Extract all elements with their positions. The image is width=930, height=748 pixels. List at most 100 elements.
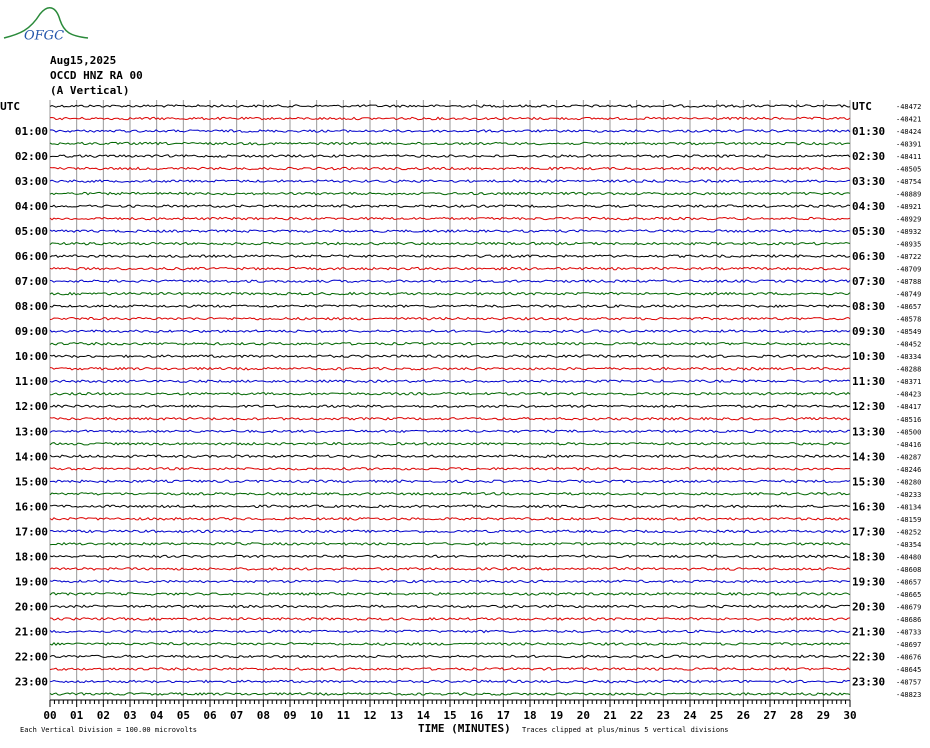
trace-offset: -48608 — [896, 566, 921, 574]
left-time-label: 23:00 — [15, 675, 48, 688]
trace-offset: -48411 — [896, 153, 921, 161]
trace — [49, 329, 851, 334]
trace-offset: -48645 — [896, 666, 921, 674]
x-tick-label: 29 — [817, 709, 830, 722]
right-time-label: 13:30 — [852, 425, 885, 438]
x-tick-label: 14 — [417, 709, 431, 722]
left-time-label: 20:00 — [15, 600, 48, 613]
trace — [49, 441, 851, 446]
left-time-label: 15:00 — [15, 475, 48, 488]
x-tick-label: 20 — [577, 709, 590, 722]
date: Aug15,2025 — [50, 54, 116, 67]
right-time-label: 14:30 — [852, 450, 885, 463]
x-tick-label: 28 — [790, 709, 803, 722]
trace-offset: -48549 — [896, 328, 921, 336]
trace-offset: -48500 — [896, 428, 921, 436]
trace-offset: -48288 — [896, 366, 921, 374]
trace-offset: -48472 — [896, 103, 921, 111]
left-time-label: 05:00 — [15, 225, 48, 238]
left-time-label: 04:00 — [15, 200, 48, 213]
x-tick-label: 27 — [763, 709, 776, 722]
trace — [49, 341, 851, 346]
left-time-label: 09:00 — [15, 325, 48, 338]
left-time-label: UTC — [0, 100, 20, 113]
left-time-label: 06:00 — [15, 250, 48, 263]
trace — [49, 466, 851, 471]
trace — [49, 541, 851, 546]
x-tick-label: 21 — [603, 709, 617, 722]
right-time-label: 21:30 — [852, 625, 885, 638]
trace-offset: -48665 — [896, 591, 921, 599]
x-tick-label: 25 — [710, 709, 723, 722]
right-time-label: 23:30 — [852, 675, 885, 688]
trace-offset: -48246 — [896, 466, 921, 474]
trace — [49, 141, 851, 146]
trace-offset: -48417 — [896, 403, 921, 411]
x-tick-label: 15 — [443, 709, 456, 722]
trace — [49, 229, 851, 233]
trace — [49, 316, 851, 321]
trace — [49, 529, 851, 534]
trace — [49, 667, 851, 671]
left-time-label: 02:00 — [15, 150, 48, 163]
trace-offset: -48423 — [896, 391, 921, 399]
x-tick-label: 07 — [230, 709, 243, 722]
trace-offset: -48421 — [896, 116, 921, 124]
left-time-label: 03:00 — [15, 175, 48, 188]
left-time-label: 22:00 — [15, 650, 48, 663]
trace — [49, 479, 851, 484]
left-time-label: 19:00 — [15, 575, 48, 588]
x-tick-label: 06 — [203, 709, 217, 722]
trace — [49, 692, 851, 696]
x-tick-label: 26 — [737, 709, 751, 722]
x-tick-label: 11 — [337, 709, 351, 722]
right-time-label: 04:30 — [852, 200, 885, 213]
trace-offset: -48371 — [896, 378, 921, 386]
right-time-label: UTC — [852, 100, 872, 113]
x-tick-label: 30 — [843, 709, 856, 722]
right-time-label: 07:30 — [852, 275, 885, 288]
right-time-label: 22:30 — [852, 650, 885, 663]
right-time-label: 05:30 — [852, 225, 885, 238]
trace-offset: -48134 — [896, 503, 921, 511]
trace — [49, 191, 851, 196]
station: OCCD HNZ RA 00 — [50, 69, 143, 82]
x-tick-label: 10 — [310, 709, 323, 722]
trace-offset: -48416 — [896, 441, 921, 449]
x-tick-label: 03 — [123, 709, 136, 722]
trace — [49, 567, 851, 571]
left-time-label: 16:00 — [15, 500, 48, 513]
trace-offset: -48722 — [896, 253, 921, 261]
trace — [49, 279, 851, 283]
trace-offset: -48516 — [896, 416, 921, 424]
left-time-label: 11:00 — [15, 375, 48, 388]
trace — [49, 354, 851, 359]
trace — [49, 254, 851, 259]
trace — [49, 291, 851, 296]
trace — [49, 592, 851, 596]
right-time-label: 19:30 — [852, 575, 885, 588]
trace — [49, 454, 851, 459]
trace — [49, 241, 851, 246]
left-time-label: 12:00 — [15, 400, 48, 413]
trace-offset: -48676 — [896, 653, 921, 661]
trace-offset: -48749 — [896, 291, 921, 299]
x-tick-label: 13 — [390, 709, 403, 722]
x-tick-label: 12 — [363, 709, 376, 722]
trace — [49, 516, 851, 521]
x-tick-label: 00 — [43, 709, 56, 722]
trace-offset: -48505 — [896, 166, 921, 174]
left-time-label: 14:00 — [15, 450, 48, 463]
trace — [49, 104, 851, 108]
right-time-label: 16:30 — [852, 500, 885, 513]
trace-offset: -48697 — [896, 641, 921, 649]
left-time-label: 01:00 — [15, 125, 48, 138]
trace — [49, 379, 851, 384]
trace-offset: -48754 — [896, 178, 921, 186]
right-time-label: 02:30 — [852, 150, 885, 163]
right-time-label: 10:30 — [852, 350, 885, 363]
trace-offset: -48935 — [896, 241, 921, 249]
x-tick-label: 02 — [97, 709, 110, 722]
logo: OFGC — [24, 29, 64, 44]
